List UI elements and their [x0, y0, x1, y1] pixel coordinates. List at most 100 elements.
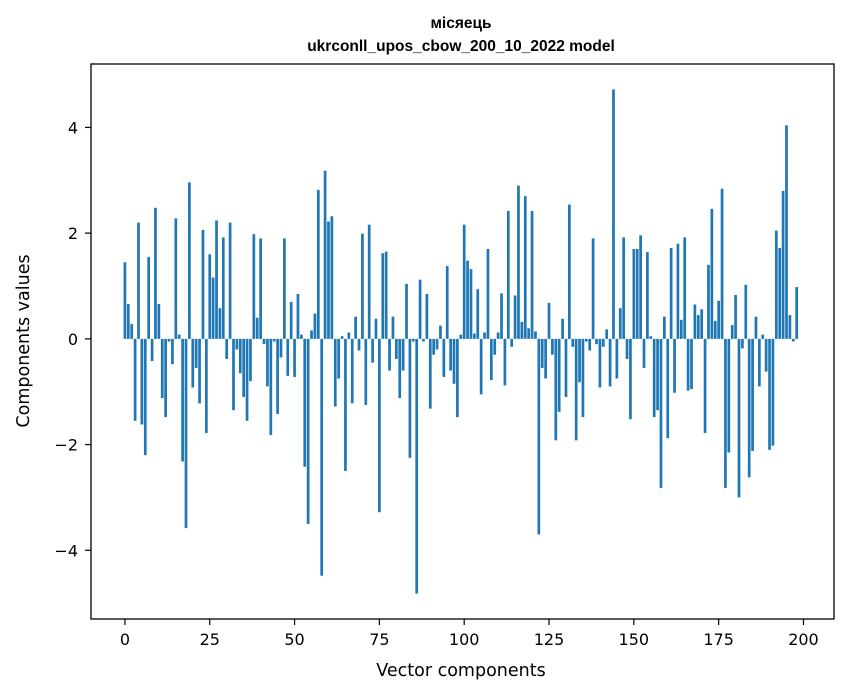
x-tick-label: 150	[619, 630, 650, 649]
bar	[785, 125, 788, 339]
bar	[221, 237, 225, 339]
bar	[676, 243, 680, 339]
bar	[747, 338, 751, 478]
bar	[652, 338, 656, 418]
bar	[361, 233, 364, 339]
bar	[384, 251, 388, 339]
bar	[646, 252, 649, 339]
bar	[137, 222, 140, 339]
bar	[160, 338, 164, 399]
bar	[191, 338, 195, 388]
bar	[194, 338, 198, 368]
bar	[489, 338, 493, 381]
bar	[724, 338, 727, 488]
bar	[374, 318, 378, 339]
bar	[696, 315, 700, 339]
bar	[391, 316, 395, 339]
bar	[693, 304, 697, 339]
bar	[357, 338, 361, 351]
bar	[408, 338, 412, 458]
bar	[181, 338, 184, 462]
bar	[211, 277, 215, 339]
bar	[649, 336, 653, 339]
bar	[299, 334, 303, 339]
bar	[656, 338, 659, 411]
bar	[272, 338, 276, 342]
bar	[394, 338, 398, 359]
bar	[303, 338, 307, 467]
bar	[557, 338, 561, 412]
bar	[571, 338, 575, 347]
bar	[316, 189, 320, 339]
bar	[496, 332, 500, 339]
y-tick-label: −2	[54, 436, 78, 455]
bar	[225, 338, 229, 359]
bar	[561, 318, 564, 339]
bar	[327, 221, 330, 339]
bar	[673, 338, 676, 393]
bar	[269, 338, 273, 436]
bar	[761, 334, 765, 339]
chart-title: місяець	[430, 15, 491, 32]
bar	[768, 338, 771, 450]
bar	[598, 338, 602, 388]
bar	[476, 289, 480, 339]
bar	[741, 338, 744, 349]
bar	[517, 185, 520, 339]
bar	[235, 338, 239, 350]
bar	[333, 338, 337, 407]
bar	[788, 315, 792, 339]
bar	[523, 196, 527, 339]
bar	[727, 338, 731, 453]
bar	[734, 294, 737, 339]
bar	[350, 338, 354, 404]
bar	[713, 320, 717, 339]
bar	[730, 325, 734, 339]
bar	[506, 210, 510, 339]
bar	[147, 256, 151, 339]
bar	[534, 331, 537, 339]
bar	[306, 338, 310, 524]
x-tick-label: 0	[120, 630, 130, 649]
bar	[283, 238, 286, 339]
bar	[347, 332, 351, 339]
bar	[605, 329, 609, 339]
bar	[608, 338, 612, 387]
bar	[218, 308, 222, 339]
bar	[313, 313, 317, 339]
bar	[255, 317, 259, 339]
bar	[591, 238, 595, 339]
x-tick-label: 200	[788, 630, 819, 649]
bar	[479, 338, 483, 395]
bar	[367, 224, 371, 339]
bar	[778, 247, 782, 339]
bar	[473, 333, 476, 339]
bar	[279, 338, 283, 358]
bar	[758, 338, 761, 387]
x-tick-label: 100	[449, 630, 480, 649]
bar	[130, 324, 134, 339]
bar	[466, 260, 469, 339]
bar	[642, 338, 646, 368]
bar	[320, 338, 324, 576]
bar	[188, 182, 191, 339]
y-axis-ticks: −4 −2 0 2 4	[54, 118, 91, 560]
bar	[700, 309, 704, 339]
bar	[459, 334, 463, 339]
bar	[737, 338, 741, 498]
bar	[177, 334, 181, 339]
bar	[625, 338, 629, 359]
bar	[720, 188, 724, 339]
bar	[764, 338, 768, 372]
bar	[456, 338, 459, 418]
bar	[330, 216, 334, 339]
bar	[520, 321, 524, 339]
bar	[266, 338, 269, 387]
bar	[422, 338, 425, 342]
bar	[340, 336, 344, 339]
bar	[707, 264, 710, 339]
bar	[344, 338, 347, 471]
bar	[157, 303, 161, 339]
bar	[286, 338, 290, 376]
bar	[445, 265, 449, 339]
